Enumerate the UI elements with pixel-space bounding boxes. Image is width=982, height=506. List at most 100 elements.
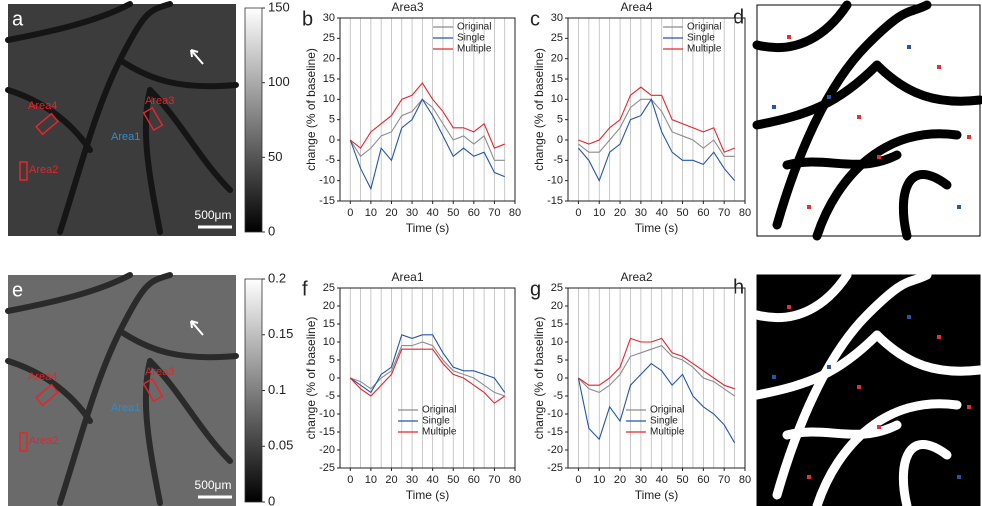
x-tick-label: 20 xyxy=(385,207,397,219)
plot-frame xyxy=(567,287,746,469)
y-tick-label: 5 xyxy=(329,354,335,366)
y-tick-label: 20 xyxy=(323,300,335,312)
y-tick-label: 10 xyxy=(551,336,563,348)
x-tick-label: 10 xyxy=(593,474,605,486)
legend-label: Original xyxy=(687,22,721,33)
micro-image xyxy=(8,4,236,236)
x-tick-label: 40 xyxy=(427,474,439,486)
panel-label: h xyxy=(733,276,744,298)
legend-label: Original xyxy=(650,405,684,416)
vessels xyxy=(5,272,239,506)
x-tick-label: 80 xyxy=(739,474,751,486)
map-vessel xyxy=(872,60,982,106)
map-dot xyxy=(787,35,791,39)
map-dot xyxy=(907,45,911,49)
series-line xyxy=(349,98,505,161)
y-tick-label: 15 xyxy=(551,73,563,85)
y-tick-label: 15 xyxy=(323,73,335,85)
x-tick-label: 0 xyxy=(575,474,581,486)
colorbar-tick-label: 50 xyxy=(268,149,282,164)
y-tick-label: 30 xyxy=(323,12,335,24)
map-dot xyxy=(827,95,831,99)
map-vessels xyxy=(752,0,982,241)
chart-title: Area3 xyxy=(391,0,423,14)
series-line xyxy=(577,98,736,183)
plot-frame xyxy=(567,17,746,202)
map-vessel xyxy=(772,0,932,230)
x-tick-label: 60 xyxy=(697,474,709,486)
legend-label: Original xyxy=(457,22,491,33)
y-tick-label: 5 xyxy=(329,114,335,126)
y-tick-label: 25 xyxy=(323,32,335,44)
colorbar xyxy=(244,7,263,233)
chart-title: Area4 xyxy=(620,0,652,14)
region-label: Area2 xyxy=(29,435,58,447)
region-label: Area4 xyxy=(28,100,57,112)
vessel xyxy=(147,358,233,464)
y-tick-label: 10 xyxy=(323,93,335,105)
x-axis-label: Time (s) xyxy=(635,488,679,502)
y-tick-label: 25 xyxy=(551,32,563,44)
y-tick-label: -15 xyxy=(319,426,335,438)
legend-label: Single xyxy=(650,416,678,427)
map-dot xyxy=(967,405,971,409)
x-tick-label: 0 xyxy=(347,207,353,219)
map-vessel xyxy=(752,330,882,400)
y-tick-label: 5 xyxy=(557,114,563,126)
panel-label: b xyxy=(302,8,313,30)
x-axis-label: Time (s) xyxy=(406,221,450,235)
x-tick-label: 20 xyxy=(614,474,626,486)
map-dot xyxy=(907,315,911,319)
legend-label: Multiple xyxy=(650,427,685,438)
y-tick-label: 20 xyxy=(323,53,335,65)
y-tick-label: -20 xyxy=(547,444,563,456)
vessel xyxy=(57,272,173,506)
map-vessel xyxy=(752,270,852,323)
y-axis-label: change (% of baseline) xyxy=(304,48,318,171)
x-tick-label: 40 xyxy=(427,207,439,219)
x-tick-label: 80 xyxy=(509,474,521,486)
colorbar-tick-label: 0.15 xyxy=(268,326,293,341)
colorbar xyxy=(244,278,263,503)
region-label: Area3 xyxy=(145,366,174,378)
map-dot xyxy=(957,475,961,479)
legend-label: Multiple xyxy=(422,427,457,438)
region-label: Area4 xyxy=(28,371,57,383)
map-dot xyxy=(857,115,861,119)
map-dot xyxy=(937,65,941,69)
x-tick-label: 30 xyxy=(635,207,647,219)
x-tick-label: 80 xyxy=(739,207,751,219)
vessel xyxy=(5,1,133,43)
colorbar-tick-label: 0.1 xyxy=(268,382,286,397)
x-tick-label: 50 xyxy=(676,474,688,486)
map-dot xyxy=(772,105,776,109)
map-dot xyxy=(827,365,831,369)
panel-label: a xyxy=(12,8,24,30)
y-tick-label: -15 xyxy=(319,195,335,207)
chart-title: Area2 xyxy=(620,270,652,284)
x-axis-label: Time (s) xyxy=(406,488,450,502)
y-tick-label: -15 xyxy=(547,195,563,207)
x-tick-label: 70 xyxy=(488,474,500,486)
region-label: Area2 xyxy=(29,164,58,176)
series-line xyxy=(349,98,505,191)
scale-bar-label: 500μm xyxy=(195,208,232,222)
x-tick-label: 50 xyxy=(447,474,459,486)
legend-label: Single xyxy=(422,416,450,427)
vessel xyxy=(5,87,93,153)
series-line xyxy=(578,98,735,157)
x-tick-label: 70 xyxy=(718,474,730,486)
y-axis-label: change (% of baseline) xyxy=(532,48,546,171)
plot-frame xyxy=(339,287,516,469)
panel-label: d xyxy=(733,6,744,28)
series-line xyxy=(578,86,735,153)
x-tick-label: 70 xyxy=(488,207,500,219)
chart-title: Area1 xyxy=(391,270,423,284)
vessel xyxy=(117,57,239,90)
x-tick-label: 80 xyxy=(509,207,521,219)
map-dot xyxy=(957,205,961,209)
colorbar-tick-label: 150 xyxy=(268,0,290,14)
y-tick-label: 15 xyxy=(551,318,563,330)
map-dot xyxy=(807,205,811,209)
x-axis-label: Time (s) xyxy=(635,221,679,235)
